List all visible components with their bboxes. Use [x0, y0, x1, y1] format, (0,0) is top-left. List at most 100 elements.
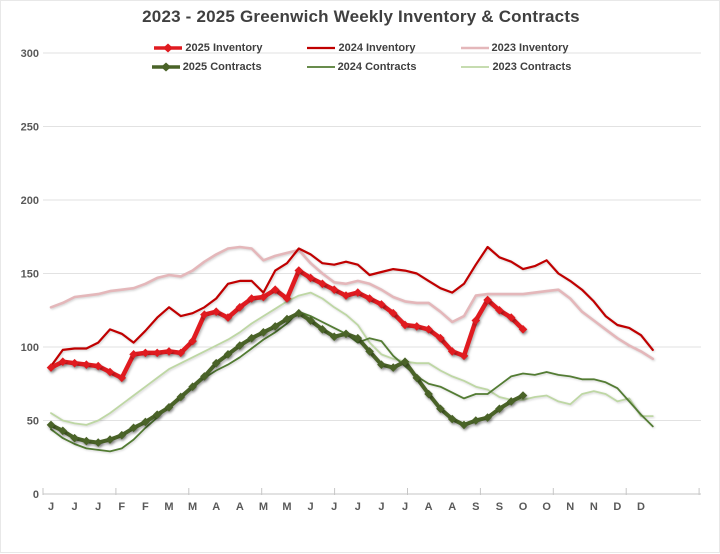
- diamond-marker: [235, 303, 245, 312]
- line-2023-contracts: [50, 291, 654, 426]
- x-axis-label-24: D: [613, 501, 621, 513]
- legend-label-2025-contracts: 2025 Contracts: [182, 61, 262, 73]
- x-axis-label-7: A: [212, 501, 220, 513]
- legend-line-sample-2023-contracts: [461, 66, 490, 68]
- legend-label-2024-contracts: 2024 Contracts: [337, 61, 417, 73]
- y-axis-label-0: 0: [33, 489, 39, 501]
- diamond-marker: [141, 348, 150, 358]
- diamond-marker: [377, 300, 386, 309]
- x-axis-label-6: M: [188, 501, 197, 513]
- diamond-marker: [353, 333, 363, 343]
- line-2024-inventory: [49, 245, 654, 368]
- legend-line-sample-2025-inventory: [154, 43, 183, 53]
- diamond-marker: [282, 314, 292, 324]
- diamond-marker: [506, 397, 516, 406]
- diamond-marker: [400, 357, 410, 366]
- diamond-marker: [188, 336, 197, 346]
- diamond-marker: [436, 404, 445, 414]
- diamond-marker: [46, 420, 56, 430]
- diamond-marker: [117, 373, 127, 383]
- diamond-marker: [459, 351, 469, 361]
- y-axis-label-150: 150: [21, 269, 39, 281]
- diamond-marker: [329, 332, 339, 342]
- diamond-marker: [93, 361, 103, 371]
- diamond-marker: [259, 328, 268, 337]
- x-axis-label-4: F: [142, 501, 149, 513]
- x-axis-label-13: J: [355, 501, 361, 513]
- diamond-marker: [388, 363, 398, 372]
- diamond-marker: [518, 391, 528, 400]
- diamond-marker: [164, 347, 174, 356]
- legend-item-2023-contracts[interactable]: 2023 Contracts: [460, 61, 571, 73]
- diamond-marker: [270, 285, 280, 294]
- diamond-marker: [282, 294, 292, 303]
- diamond-marker: [377, 360, 386, 369]
- x-axis-label-10: M: [282, 501, 291, 513]
- diamond-marker: [506, 313, 516, 322]
- diamond-marker: [259, 292, 268, 302]
- legend-item-2025-contracts[interactable]: 2025 Contracts: [151, 61, 262, 73]
- diamond-marker: [141, 417, 150, 427]
- diamond-marker: [483, 295, 492, 305]
- diamond-marker: [353, 288, 363, 297]
- x-axis-label-15: J: [402, 501, 408, 513]
- legend-diamond-marker: [163, 43, 174, 53]
- legend-row-contracts: 2025 Contracts 2024 Contracts 2023 Contrac…: [151, 61, 571, 73]
- x-axis-label-9: M: [259, 501, 268, 513]
- line-2023-inventory: [49, 245, 655, 361]
- diamond-marker: [46, 363, 56, 372]
- legend-item-2024-inventory[interactable]: 2024 Inventory: [306, 42, 416, 54]
- x-axis-label-22: N: [566, 501, 574, 513]
- diamond-marker: [129, 423, 138, 433]
- chart-title: 2023 - 2025 Greenwich Weekly Inventory &…: [142, 7, 580, 26]
- diamond-marker: [459, 420, 469, 430]
- y-axis-label-100: 100: [21, 342, 39, 354]
- diamond-marker: [152, 410, 162, 419]
- diamond-marker: [223, 350, 233, 359]
- x-axis-label-8: A: [236, 501, 244, 513]
- diamond-marker: [306, 316, 315, 325]
- markers-2025-contracts: [46, 308, 528, 447]
- x-axis-label-1: J: [72, 501, 78, 513]
- diamond-marker: [70, 358, 79, 368]
- y-axis-label-300: 300: [21, 48, 39, 60]
- diamond-marker: [188, 382, 197, 391]
- legend-label-2023-contracts: 2023 Contracts: [492, 61, 572, 73]
- diamond-marker: [164, 402, 174, 412]
- diamond-marker: [93, 438, 103, 447]
- diamond-marker: [365, 347, 374, 356]
- x-axis-label-25: D: [637, 501, 645, 513]
- diamond-marker: [329, 285, 339, 294]
- legend-item-2025-inventory[interactable]: 2025 Inventory: [153, 42, 262, 54]
- x-axis-label-2: J: [95, 501, 101, 513]
- legend-row-inventory: 2025 Inventory 2024 Inventory 2023 Invento…: [153, 42, 569, 54]
- diamond-marker: [495, 404, 504, 414]
- diamond-marker: [176, 392, 186, 402]
- x-axis-label-23: N: [590, 501, 598, 513]
- diamond-marker: [117, 430, 127, 440]
- legend-label-2024-inventory: 2024 Inventory: [338, 42, 416, 54]
- legend-item-2023-inventory[interactable]: 2023 Inventory: [460, 42, 569, 54]
- x-axis-label-20: O: [519, 501, 528, 513]
- legend-line-sample-2023-inventory: [460, 46, 489, 50]
- diamond-marker: [152, 348, 162, 358]
- x-axis-label-18: S: [472, 501, 479, 513]
- diamond-marker: [495, 305, 504, 315]
- diamond-marker: [447, 414, 457, 424]
- x-axis-label-5: M: [164, 501, 173, 513]
- diamond-marker: [318, 279, 327, 289]
- diamond-marker: [447, 347, 457, 356]
- diamond-marker: [318, 325, 327, 334]
- x-axis-label-0: J: [48, 501, 54, 513]
- diamond-marker: [412, 373, 422, 383]
- x-axis-label-14: J: [378, 501, 384, 513]
- diamond-marker: [223, 313, 233, 322]
- diamond-marker: [424, 325, 433, 334]
- diamond-marker: [200, 372, 209, 381]
- legend-item-2024-contracts[interactable]: 2024 Contracts: [306, 61, 417, 73]
- legend-line-sample-2024-contracts: [306, 66, 335, 68]
- x-axis-label-12: J: [331, 501, 337, 513]
- legend-line-sample-2025-contracts: [151, 62, 180, 72]
- diamond-marker: [235, 341, 245, 350]
- diamond-marker: [471, 416, 481, 425]
